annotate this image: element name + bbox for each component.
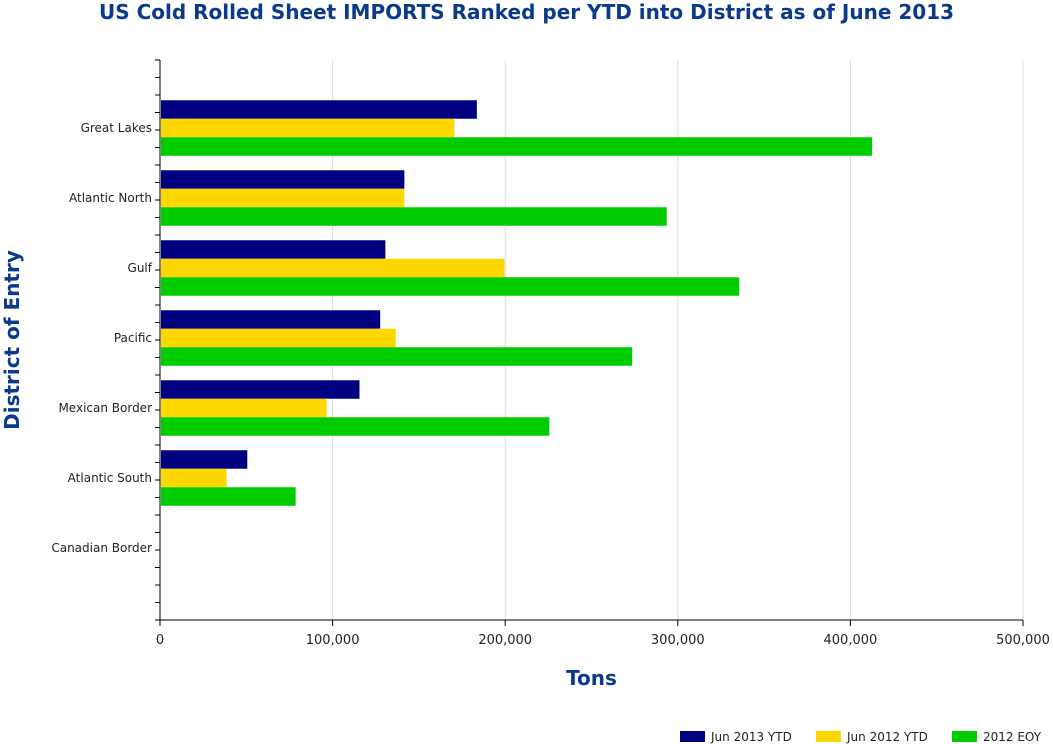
bar-jun-2013-ytd — [161, 380, 360, 399]
category-label: Canadian Border — [51, 541, 152, 555]
x-tick-label: 100,000 — [306, 633, 360, 648]
legend-label: Jun 2012 YTD — [846, 730, 928, 744]
category-label: Atlantic South — [68, 471, 152, 485]
bar-jun-2013-ytd — [161, 450, 248, 469]
y-axis-label: District of Entry — [0, 250, 24, 430]
bar-jun-2012-ytd — [161, 328, 396, 348]
x-tick-label: 0 — [156, 633, 164, 648]
chart-title: US Cold Rolled Sheet IMPORTS Ranked per … — [98, 0, 955, 24]
category-label: Gulf — [128, 261, 153, 275]
x-tick-label: 200,000 — [478, 633, 532, 648]
x-tick-label: 300,000 — [651, 633, 705, 648]
bar-jun-2012-ytd — [161, 188, 405, 208]
category-label: Pacific — [114, 331, 152, 345]
bar-2012-eoy — [161, 487, 296, 506]
bar-2012-eoy — [161, 347, 633, 366]
bar-jun-2013-ytd — [161, 170, 405, 189]
category-label: Great Lakes — [81, 121, 152, 135]
legend-swatch — [952, 731, 977, 742]
legend-label: 2012 EOY — [983, 730, 1042, 744]
x-axis-label: Tons — [566, 666, 617, 690]
x-tick-label: 400,000 — [824, 633, 878, 648]
bar-2012-eoy — [161, 277, 740, 296]
bar-2012-eoy — [161, 137, 873, 156]
bar-jun-2012-ytd — [161, 258, 505, 278]
bar-jun-2012-ytd — [161, 468, 227, 488]
category-label: Atlantic North — [69, 191, 152, 205]
legend-swatch — [680, 731, 705, 742]
bar-jun-2012-ytd — [161, 398, 327, 418]
bar-jun-2013-ytd — [161, 310, 381, 329]
bar-jun-2012-ytd — [161, 118, 455, 138]
legend-swatch — [816, 731, 841, 742]
x-tick-label: 500,000 — [996, 633, 1050, 648]
bar-2012-eoy — [161, 417, 550, 436]
legend-label: Jun 2013 YTD — [710, 730, 792, 744]
bar-2012-eoy — [161, 207, 667, 226]
bar-jun-2013-ytd — [161, 100, 477, 119]
bar-jun-2013-ytd — [161, 240, 386, 259]
category-label: Mexican Border — [58, 401, 152, 415]
